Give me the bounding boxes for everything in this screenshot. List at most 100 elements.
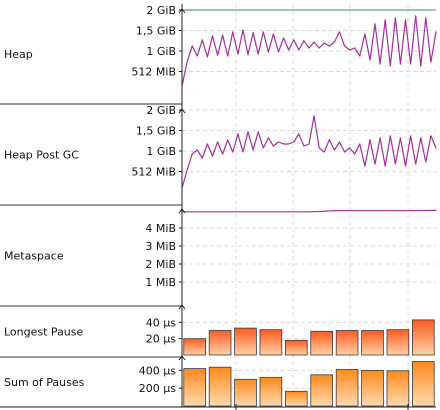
data-point [262,147,264,149]
bar [284,390,308,407]
data-point [435,209,437,211]
bar [411,361,435,407]
data-point [328,45,330,47]
data-point [384,165,386,167]
data-point [323,42,325,44]
data-point [384,19,386,21]
lane-heap: Heap 2 GiB 1,5 GiB 1 GiB 512 MiB [0,4,437,105]
data-point [359,210,361,212]
data-point [318,47,320,49]
data-point [323,151,325,153]
data-point [394,17,396,19]
data-point [196,149,198,151]
data-point [379,63,381,65]
data-point [333,210,335,212]
y-tick-label: 200 µs [139,382,176,395]
data-point [277,141,280,143]
data-point [333,149,335,151]
data-point [191,153,193,155]
data-point [359,55,361,57]
bar [386,329,410,356]
y-tick-label: 1 GiB [146,45,176,58]
lane-metaspace: Metaspace 4 MiB 3 MiB 2 MiB 1 MiB [0,208,437,307]
bar [411,319,435,356]
y-tick-label: 2 GiB [146,104,176,117]
data-point [283,211,285,213]
data-point [379,137,381,139]
data-point [420,137,422,139]
data-point [186,61,188,63]
bar [310,374,333,407]
bar [259,377,283,407]
data-point [201,157,203,159]
bar [183,338,207,356]
data-point [267,137,269,139]
data-point [420,65,422,67]
data-point [364,33,366,35]
lane-label: Heap Post GC [4,149,79,162]
data-point [283,143,285,145]
lane-label: Sum of Pauses [4,376,85,389]
data-point [222,34,224,36]
data-point [293,39,295,41]
lane-label: Metaspace [4,250,64,263]
data-point [399,63,402,65]
data-point [343,45,346,47]
data-point [247,131,249,133]
y-tick-label: 512 MiB [131,166,176,179]
data-point [191,45,193,47]
y-tick-label: 4 MiB [145,222,176,235]
bar [183,368,207,407]
data-point [283,37,285,39]
data-point [394,163,396,165]
data-point [242,151,244,153]
data-point [298,49,300,51]
series-line-metaspace [182,209,437,213]
data-point [415,163,417,165]
data-point [232,31,234,33]
y-tick-label: 2 GiB [146,4,176,17]
data-point [425,161,427,163]
lane-label: Longest Pause [4,326,84,339]
data-point [288,143,290,145]
data-point [404,19,407,21]
data-point [232,151,234,153]
lane-sum-of-pauses: Sum of Pauses 400 µs 200 µs [4,355,436,407]
data-point [338,31,341,33]
data-point [216,54,219,56]
y-tick-label: 400 µs [139,364,176,377]
data-point [252,149,254,151]
data-point [338,141,341,143]
data-point [354,47,356,49]
data-point [374,163,376,165]
y-tick-label: 512 MiB [131,66,176,79]
data-point [232,211,234,213]
bar [361,369,384,407]
data-point [359,143,361,145]
data-point [206,211,208,213]
data-point [288,49,290,51]
y-tick-label: 2 MiB [145,258,176,271]
lane-label: Heap [4,48,33,61]
data-point [389,65,391,67]
data-point [369,139,371,141]
data-point [222,153,224,155]
bar [335,369,359,407]
data-point [328,139,330,141]
y-tick-label: 3 MiB [145,240,176,253]
y-tick-label: 20 µs [146,333,176,346]
bar [361,330,384,356]
data-point [410,135,412,137]
data-point [257,131,259,133]
data-point [308,211,310,213]
data-point [349,49,351,51]
bar [208,366,232,407]
data-point [313,41,315,43]
data-point [308,143,310,145]
data-point [374,23,376,25]
data-point [206,143,208,145]
bar [310,330,333,356]
data-point [349,147,351,149]
bar [335,330,359,356]
data-point [272,33,275,35]
